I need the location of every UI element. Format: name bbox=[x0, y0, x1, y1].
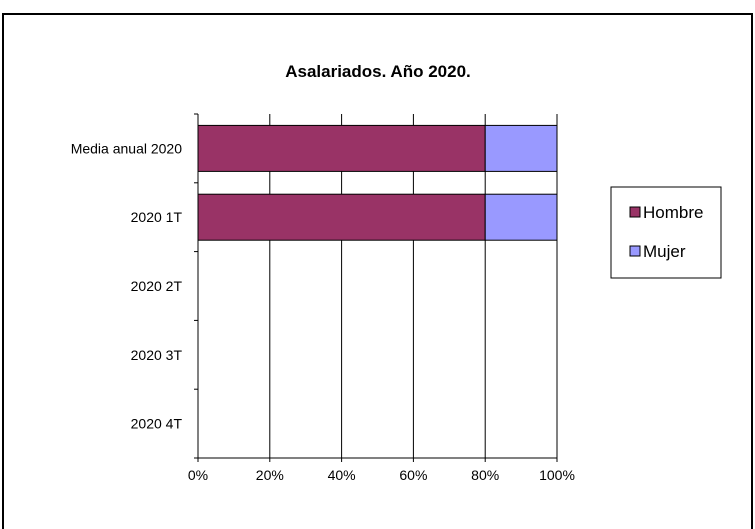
x-tick-label: 100% bbox=[539, 467, 575, 483]
legend-swatch-mujer bbox=[629, 245, 641, 257]
bars bbox=[197, 124, 558, 241]
bar-mujer bbox=[484, 124, 558, 172]
legend: Hombre Mujer bbox=[610, 186, 722, 279]
y-tick-labels: Media anual 2020 2020 1T 2020 2T 2020 3T 202… bbox=[71, 140, 183, 431]
x-tick-label: 20% bbox=[256, 467, 284, 483]
bar-hombre bbox=[197, 124, 486, 172]
bar-hombre bbox=[197, 193, 486, 241]
x-tick-label: 40% bbox=[328, 467, 356, 483]
bar-mujer bbox=[484, 193, 558, 241]
y-tick-label: 2020 2T bbox=[131, 278, 183, 294]
y-tick-label: Media anual 2020 bbox=[71, 140, 183, 156]
x-tick-labels: 0% 20% 40% 60% 80% 100% bbox=[188, 467, 575, 483]
legend-box bbox=[610, 186, 722, 279]
legend-label-hombre: Hombre bbox=[643, 203, 703, 222]
axes bbox=[194, 113, 558, 462]
x-tick-label: 60% bbox=[399, 467, 427, 483]
y-tick-label: 2020 4T bbox=[131, 416, 183, 432]
x-tick-label: 80% bbox=[471, 467, 499, 483]
y-tick-label: 2020 3T bbox=[131, 347, 183, 363]
chart-title: Asalariados. Año 2020. bbox=[285, 62, 471, 81]
legend-swatch-hombre bbox=[629, 206, 641, 218]
x-tick-label: 0% bbox=[188, 467, 208, 483]
legend-label-mujer: Mujer bbox=[643, 242, 686, 261]
y-tick-label: 2020 1T bbox=[131, 209, 183, 225]
